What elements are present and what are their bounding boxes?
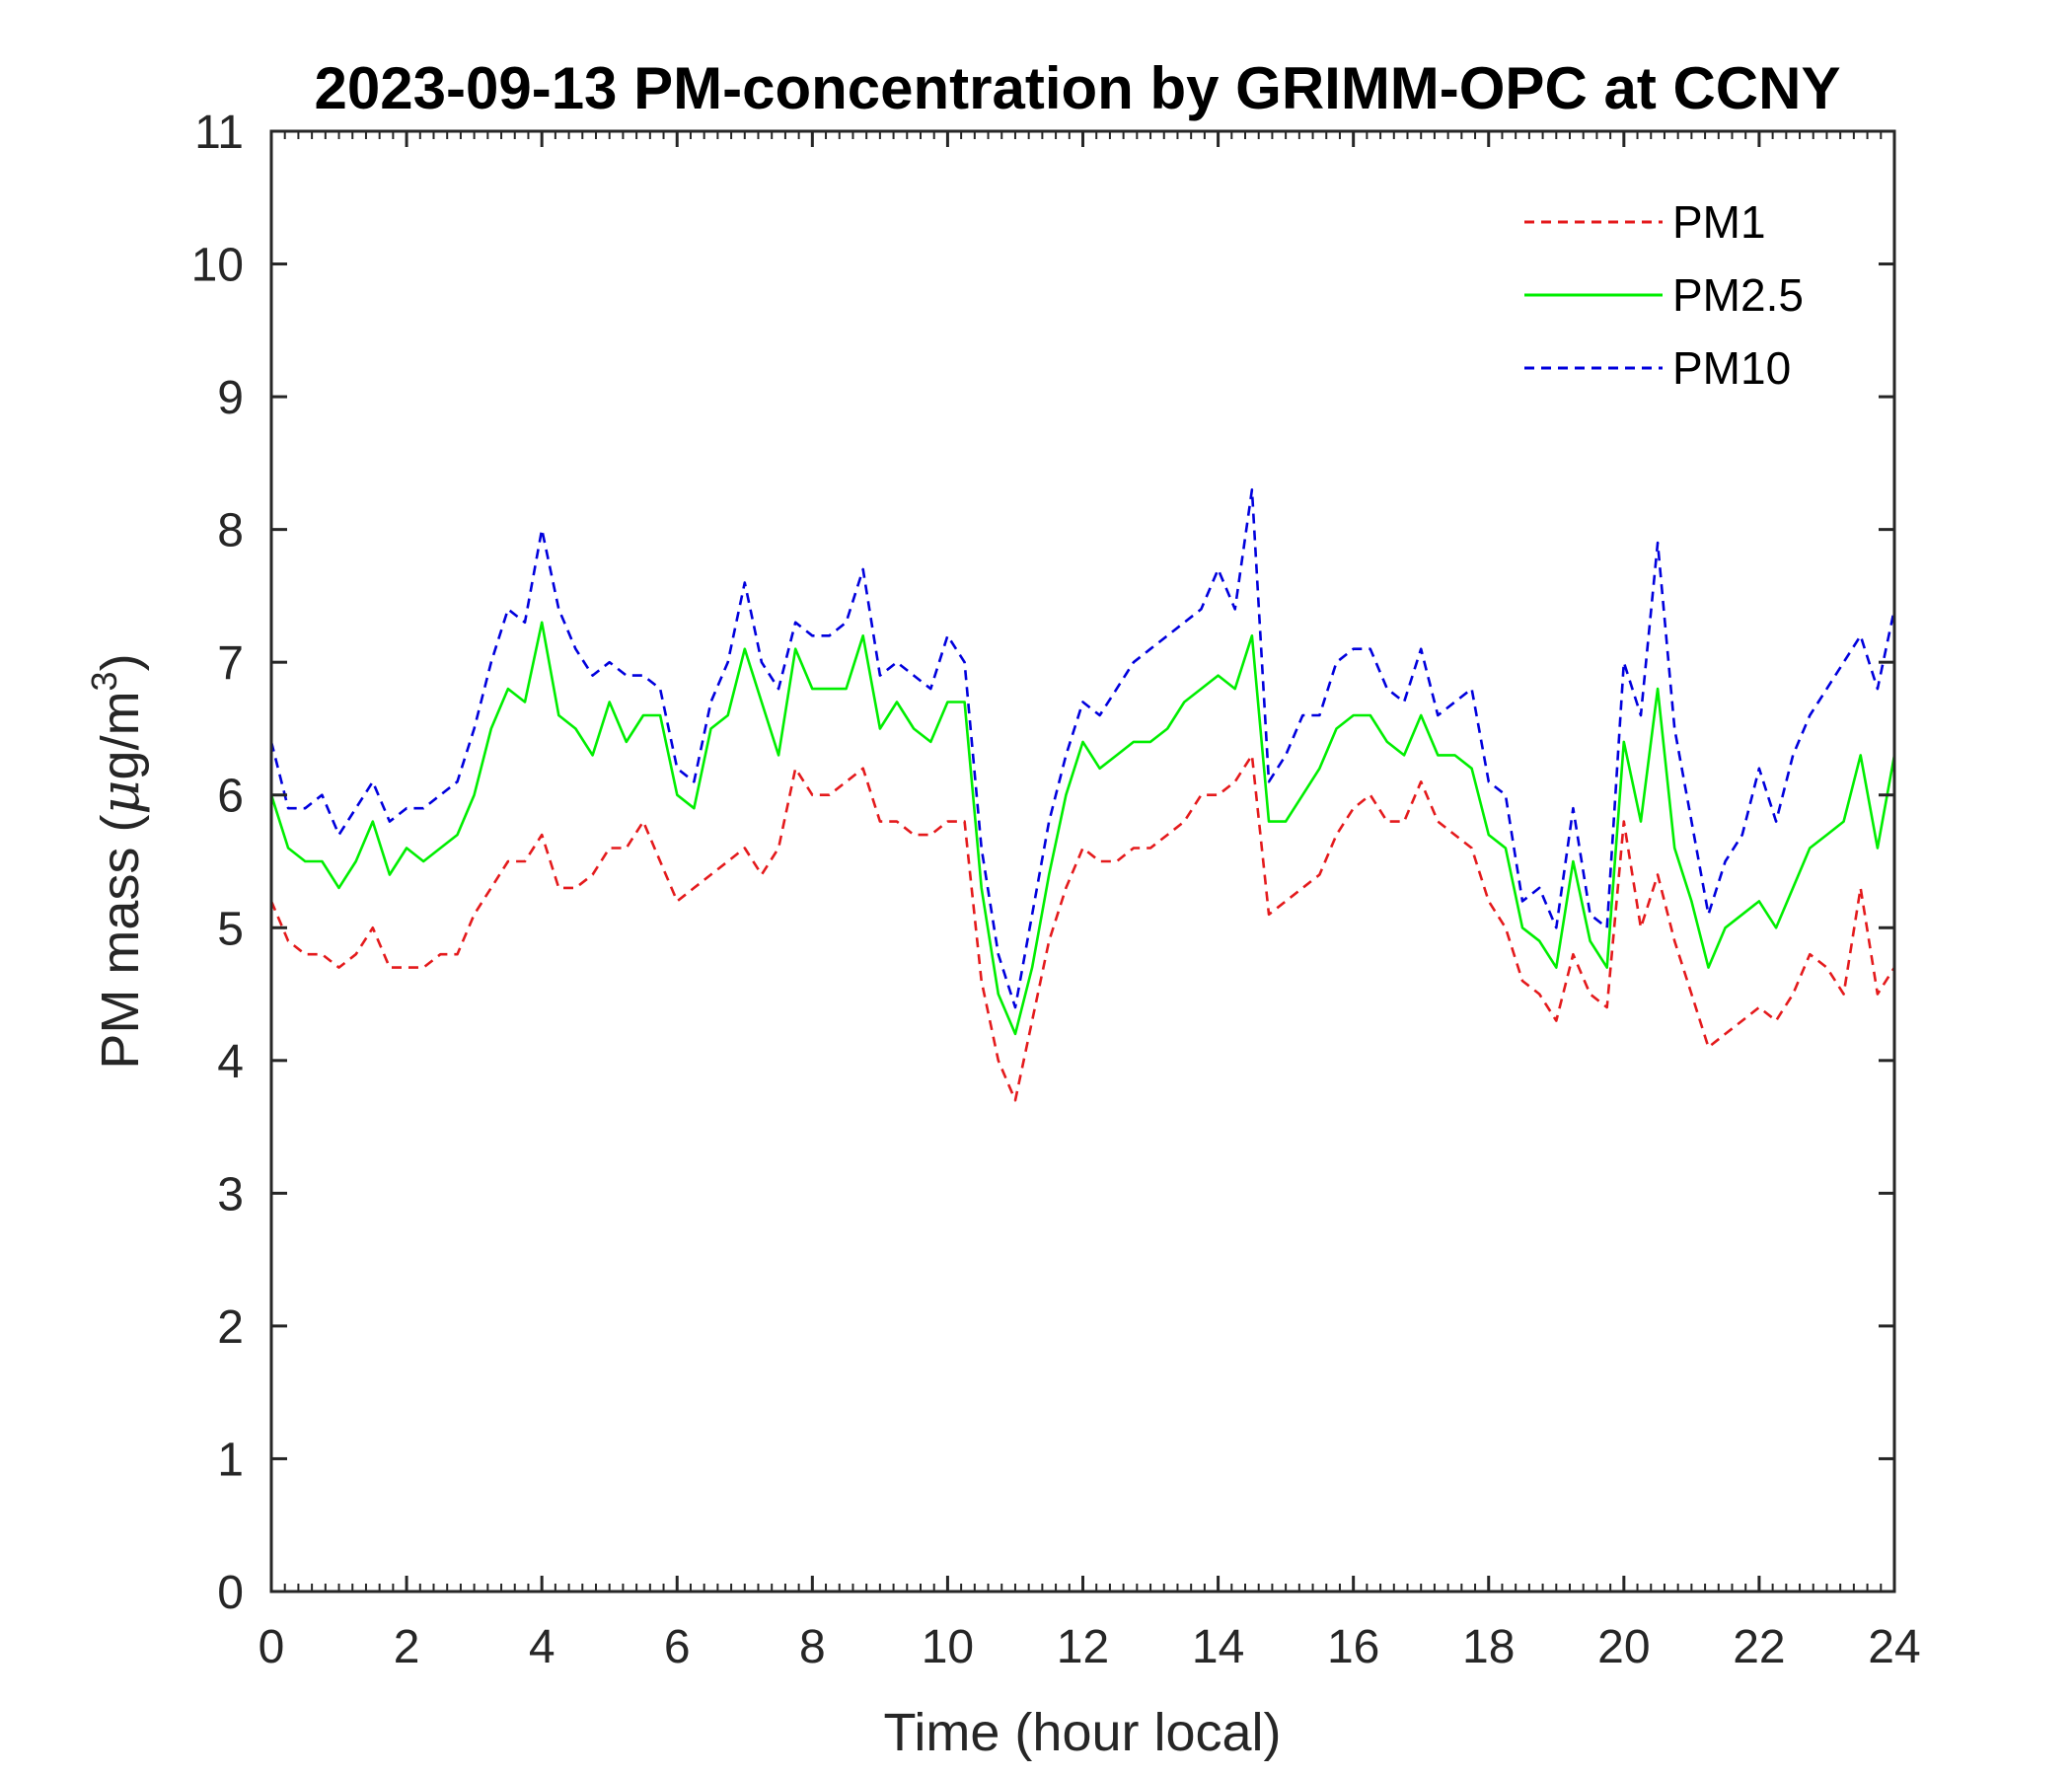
x-tick-labels: 0 2 4 6 8 10 12 14 16 18 20 22 24 [259,1621,1921,1673]
y-tick-label: 0 [217,1567,244,1619]
y-tick-label: 6 [217,771,244,823]
x-tick-label: 18 [1462,1621,1515,1673]
x-tick-label: 10 [922,1621,974,1673]
plot-background [271,131,1894,1591]
y-axis-title-sup: 3 [84,671,124,691]
x-tick-label: 16 [1327,1621,1379,1673]
y-tick-label: 1 [217,1434,244,1486]
x-tick-label: 6 [664,1621,691,1673]
x-tick-label: 14 [1192,1621,1244,1673]
y-tick-label: 8 [217,505,244,557]
x-axis-title: Time (hour local) [883,1703,1281,1762]
series-line-pm1 [269,754,1896,1102]
chart-title: 2023-09-13 PM-concentration by GRIMM-OPC… [315,55,1841,121]
y-tick-label: 7 [217,637,244,690]
legend: PM1 PM2.5 PM10 [1524,196,1804,394]
y-tick-label: 9 [217,372,244,424]
x-tick-label: 0 [259,1621,285,1673]
y-tick-label: 2 [217,1301,244,1354]
x-tick-label: 12 [1057,1621,1109,1673]
y-axis-title: PM mass (μg/m3) [84,653,151,1069]
legend-label: PM2.5 [1672,269,1804,321]
y-axis-title-unit: g/m [91,691,150,779]
x-tick-label: 8 [799,1621,826,1673]
series-line-pm2-5 [269,621,1896,1036]
plot-area [269,129,1896,1593]
ticks-layer [269,129,1896,1593]
series-layer [269,487,1896,1102]
y-tick-label: 3 [217,1168,244,1221]
legend-label: PM10 [1672,342,1791,394]
y-axis-title-mu: μ [89,779,151,814]
series-line-pm10 [269,487,1896,1009]
x-tick-label: 4 [529,1621,555,1673]
y-tick-label: 5 [217,903,244,955]
y-tick-labels: 0 1 2 3 4 5 6 7 8 9 10 11 [191,107,244,1619]
x-tick-label: 22 [1733,1621,1785,1673]
legend-label: PM1 [1672,196,1766,248]
y-tick-label: 4 [217,1036,244,1088]
y-axis-title-suffix: ) [91,653,150,671]
x-tick-label: 20 [1597,1621,1650,1673]
x-tick-label: 2 [394,1621,420,1673]
x-tick-label: 24 [1868,1621,1920,1673]
y-tick-label: 11 [194,107,244,159]
y-tick-label: 10 [191,240,244,292]
y-axis-title-prefix: PM mass ( [91,815,150,1070]
